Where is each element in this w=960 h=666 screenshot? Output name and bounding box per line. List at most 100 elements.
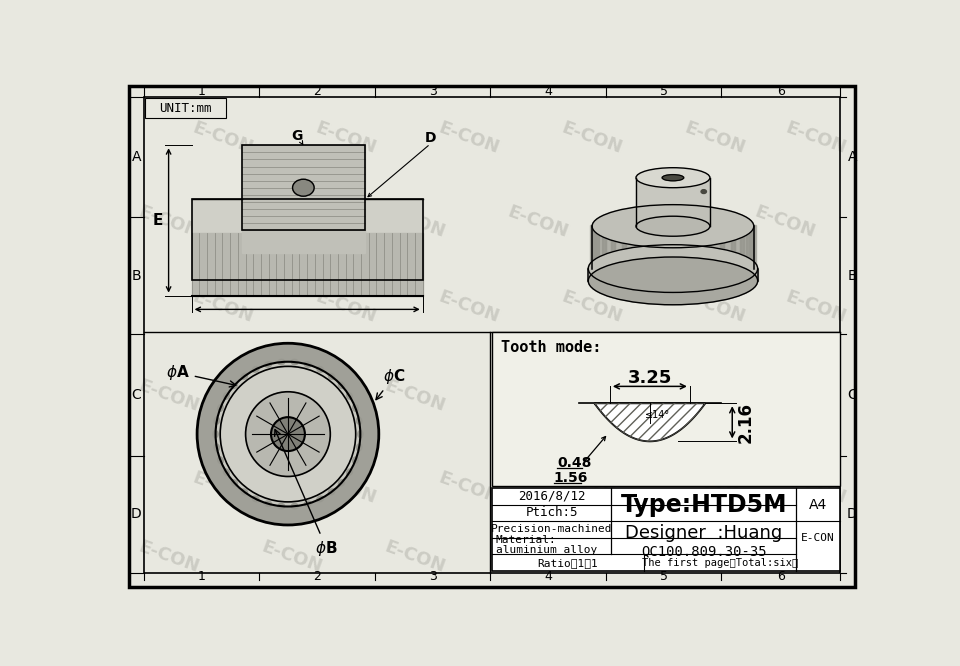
Text: E-CON: E-CON xyxy=(683,119,748,157)
Text: Ptich:5: Ptich:5 xyxy=(525,506,578,519)
Text: 2: 2 xyxy=(313,570,322,583)
Bar xyxy=(663,224,667,276)
Ellipse shape xyxy=(588,244,757,292)
Circle shape xyxy=(246,392,330,476)
Bar xyxy=(679,224,683,276)
Text: E-CON: E-CON xyxy=(782,288,849,326)
Text: A: A xyxy=(132,150,141,164)
Bar xyxy=(731,224,734,276)
Text: E-CON: E-CON xyxy=(752,376,817,415)
Text: E-CON: E-CON xyxy=(259,203,324,242)
Bar xyxy=(649,224,653,276)
Ellipse shape xyxy=(328,489,335,495)
Text: 2: 2 xyxy=(313,85,322,98)
Text: E-CON: E-CON xyxy=(629,376,694,415)
Bar xyxy=(752,224,756,276)
Text: E-CON: E-CON xyxy=(382,203,447,242)
Polygon shape xyxy=(594,404,706,442)
Text: E-CON: E-CON xyxy=(560,469,625,507)
Text: ≤14°: ≤14° xyxy=(645,410,670,420)
Bar xyxy=(592,226,754,275)
Bar xyxy=(591,224,595,276)
Ellipse shape xyxy=(231,382,237,388)
Text: E-CON: E-CON xyxy=(190,119,255,157)
Text: B: B xyxy=(848,268,857,282)
Bar xyxy=(720,224,724,276)
Bar xyxy=(649,224,653,276)
Text: A4: A4 xyxy=(809,498,828,511)
Bar xyxy=(708,224,711,276)
Text: 1: 1 xyxy=(198,570,205,583)
Circle shape xyxy=(271,417,305,451)
Bar xyxy=(612,224,615,276)
Ellipse shape xyxy=(224,469,229,476)
Text: E-CON: E-CON xyxy=(629,203,694,242)
Text: E-CON: E-CON xyxy=(313,288,378,326)
Text: E-CON: E-CON xyxy=(190,288,255,326)
Text: E-CON: E-CON xyxy=(752,538,817,577)
Text: 2016/8/12: 2016/8/12 xyxy=(518,490,586,503)
Ellipse shape xyxy=(291,503,299,509)
Bar xyxy=(588,268,757,281)
Text: A: A xyxy=(848,150,857,164)
Text: QC100.809.30-35: QC100.809.30-35 xyxy=(641,544,767,558)
Bar xyxy=(192,199,422,280)
Ellipse shape xyxy=(636,168,709,188)
Text: Precision-machined: Precision-machined xyxy=(491,524,612,534)
Bar xyxy=(693,224,697,276)
Text: 3.25: 3.25 xyxy=(628,369,672,387)
Text: 3: 3 xyxy=(429,570,437,583)
Text: 0.48: 0.48 xyxy=(558,456,591,470)
Text: aluminium alloy: aluminium alloy xyxy=(496,545,597,555)
Text: E-CON: E-CON xyxy=(313,119,378,157)
Text: E-CON: E-CON xyxy=(560,119,625,157)
Ellipse shape xyxy=(265,501,272,507)
Bar xyxy=(492,488,840,571)
Circle shape xyxy=(220,366,356,502)
Bar xyxy=(242,145,365,230)
Text: E-CON: E-CON xyxy=(629,538,694,577)
Ellipse shape xyxy=(328,374,335,380)
Bar xyxy=(747,224,751,276)
Text: 3: 3 xyxy=(429,85,437,98)
Text: E-CON: E-CON xyxy=(782,119,849,157)
Text: 5: 5 xyxy=(660,85,668,98)
Ellipse shape xyxy=(293,179,314,196)
Ellipse shape xyxy=(218,457,224,464)
Ellipse shape xyxy=(358,431,363,438)
Bar xyxy=(602,224,606,276)
Text: E-CON: E-CON xyxy=(313,469,378,507)
Bar xyxy=(146,99,227,119)
Bar xyxy=(708,224,711,276)
Bar xyxy=(740,224,744,276)
Text: E-CON: E-CON xyxy=(683,469,748,507)
Text: C: C xyxy=(132,388,141,402)
Bar xyxy=(622,224,626,276)
Text: E-CON: E-CON xyxy=(436,119,502,157)
Bar xyxy=(602,224,606,276)
Ellipse shape xyxy=(291,360,299,365)
Text: 5: 5 xyxy=(660,570,668,583)
Ellipse shape xyxy=(317,366,324,372)
Text: E-CON: E-CON xyxy=(505,538,571,577)
Text: 1.56: 1.56 xyxy=(554,471,588,485)
Ellipse shape xyxy=(347,469,352,476)
Text: The first page（Total:six）: The first page（Total:six） xyxy=(642,557,798,567)
Bar xyxy=(635,224,638,276)
Text: E-CON: E-CON xyxy=(802,533,835,543)
Ellipse shape xyxy=(701,190,707,194)
Bar xyxy=(720,224,724,276)
Ellipse shape xyxy=(338,480,345,486)
Text: E-CON: E-CON xyxy=(505,376,571,415)
Ellipse shape xyxy=(252,496,259,501)
Bar xyxy=(635,224,638,276)
Text: E-CON: E-CON xyxy=(560,288,625,326)
Text: E-CON: E-CON xyxy=(382,376,447,415)
Bar xyxy=(192,233,422,296)
Ellipse shape xyxy=(347,393,352,400)
Ellipse shape xyxy=(317,496,324,501)
Ellipse shape xyxy=(338,382,345,388)
Bar xyxy=(242,145,365,253)
Text: E-CON: E-CON xyxy=(259,538,324,577)
Bar xyxy=(679,224,683,276)
